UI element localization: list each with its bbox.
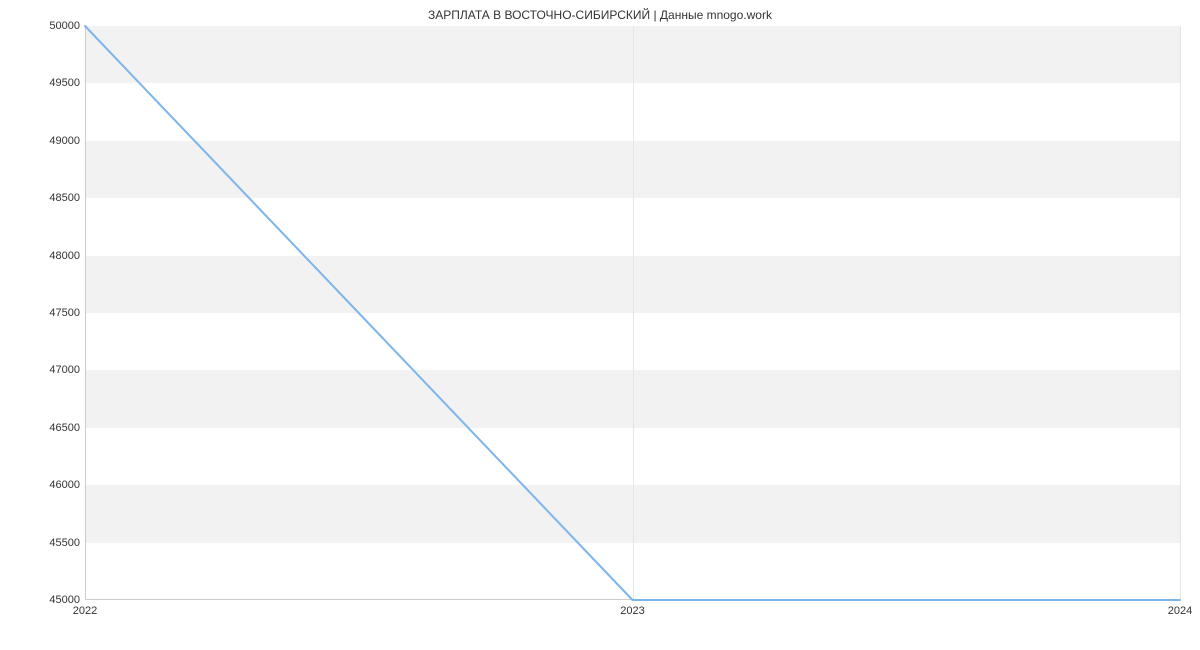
y-tick-label: 47500 (49, 307, 80, 319)
x-tick-label: 2023 (620, 605, 644, 617)
y-tick-label: 49000 (49, 135, 80, 147)
x-tick-label: 2024 (1168, 605, 1192, 617)
y-tick-label: 46500 (49, 422, 80, 434)
salary-line-chart: ЗАРПЛАТА В ВОСТОЧНО-СИБИРСКИЙ | Данные m… (0, 0, 1200, 650)
y-tick-label: 49500 (49, 77, 80, 89)
grid-line-v (1180, 26, 1181, 600)
y-tick-label: 48500 (49, 192, 80, 204)
y-tick-label: 48000 (49, 250, 80, 262)
chart-title: ЗАРПЛАТА В ВОСТОЧНО-СИБИРСКИЙ | Данные m… (0, 8, 1200, 22)
line-series (85, 26, 1180, 600)
y-tick-label: 47000 (49, 364, 80, 376)
y-tick-label: 50000 (49, 20, 80, 32)
x-tick-label: 2022 (73, 605, 97, 617)
plot-area (85, 26, 1180, 600)
y-tick-label: 45500 (49, 537, 80, 549)
y-tick-label: 46000 (49, 479, 80, 491)
